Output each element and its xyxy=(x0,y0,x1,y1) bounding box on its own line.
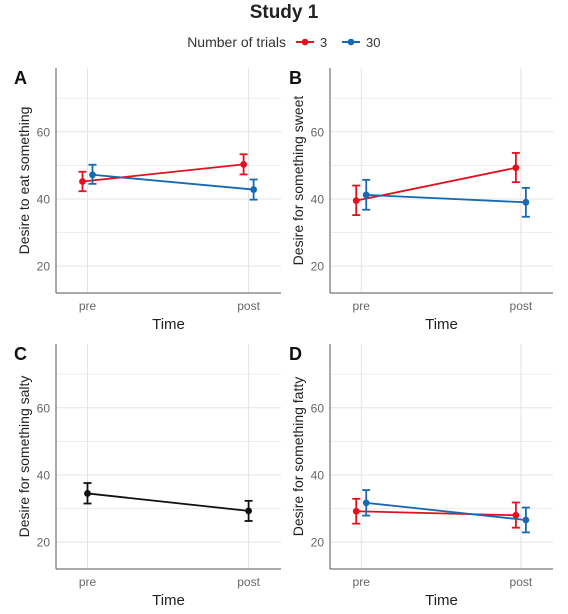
series-30-point xyxy=(522,198,530,206)
x-tick-label: pre xyxy=(353,575,371,589)
series-30-point xyxy=(522,516,530,524)
y-tick-label: 20 xyxy=(311,260,325,274)
x-axis-label: Time xyxy=(425,592,458,609)
y-tick-label: 40 xyxy=(311,468,325,482)
panel-c: 20 40 60 pre post Time Desire for something sa… xyxy=(14,344,281,609)
series-single-line xyxy=(87,492,249,512)
series-3-line xyxy=(82,163,244,183)
y-tick-label: 60 xyxy=(311,401,325,415)
series-30-line xyxy=(366,501,526,521)
series-30-point xyxy=(89,171,96,179)
series-single-point xyxy=(84,490,91,497)
y-axis-label: Desire for something salty xyxy=(16,376,32,538)
y-tick-label: 60 xyxy=(37,401,51,415)
y-tick-label: 20 xyxy=(37,260,51,274)
series-3-point xyxy=(512,164,520,172)
panel-letter: A xyxy=(14,68,27,88)
x-tick-label: pre xyxy=(79,575,97,589)
series-3-point xyxy=(79,178,86,185)
panel-letter: B xyxy=(289,68,302,88)
series-3-point xyxy=(352,197,360,205)
series-3-point xyxy=(240,160,248,168)
series-3-point xyxy=(352,507,360,515)
series-30-line xyxy=(366,194,526,204)
panel-b: 20 40 60 pre post Time Desire for something sw… xyxy=(289,68,553,333)
y-tick-label: 20 xyxy=(37,536,51,550)
x-tick-label: pre xyxy=(353,299,371,313)
x-tick-label: post xyxy=(510,299,533,313)
y-axis-label: Desire to eat something xyxy=(16,107,32,255)
y-tick-label: 40 xyxy=(37,468,51,482)
y-tick-label: 20 xyxy=(311,536,325,550)
legend: Number of trials 3 30 xyxy=(187,34,380,50)
x-tick-label: pre xyxy=(79,299,97,313)
legend-label-3: 3 xyxy=(320,35,327,50)
x-tick-label: post xyxy=(237,299,260,313)
y-axis-label: Desire for something sweet xyxy=(290,96,306,266)
series-30-point xyxy=(250,186,257,193)
y-tick-label: 40 xyxy=(37,192,51,206)
panel-d: 20 40 60 pre post Time Desire for something fa… xyxy=(289,344,553,609)
legend-swatch-3-dot xyxy=(301,38,309,46)
figure-title: Study 1 xyxy=(249,2,319,23)
legend-title: Number of trials xyxy=(187,34,286,50)
x-axis-label: Time xyxy=(152,592,185,609)
y-axis-label: Desire for something fatty xyxy=(290,377,306,537)
panel-letter: D xyxy=(289,344,302,364)
series-30-point xyxy=(362,499,370,507)
x-tick-label: post xyxy=(237,575,260,589)
x-tick-label: post xyxy=(510,575,533,589)
panel-letter: C xyxy=(14,344,27,364)
legend-label-30: 30 xyxy=(366,35,380,50)
series-3-line xyxy=(356,510,516,517)
panel-a: 20 40 60 pre post Time Desire to eat something… xyxy=(14,68,281,333)
series-30-line xyxy=(92,173,254,191)
y-tick-label: 60 xyxy=(37,125,51,139)
y-tick-label: 40 xyxy=(311,192,325,206)
y-tick-label: 60 xyxy=(311,125,325,139)
series-30-point xyxy=(362,191,370,199)
x-axis-label: Time xyxy=(425,316,458,333)
x-axis-label: Time xyxy=(152,316,185,333)
series-3-point xyxy=(512,511,520,519)
series-single-point xyxy=(245,507,253,515)
legend-swatch-30-dot xyxy=(347,38,355,46)
